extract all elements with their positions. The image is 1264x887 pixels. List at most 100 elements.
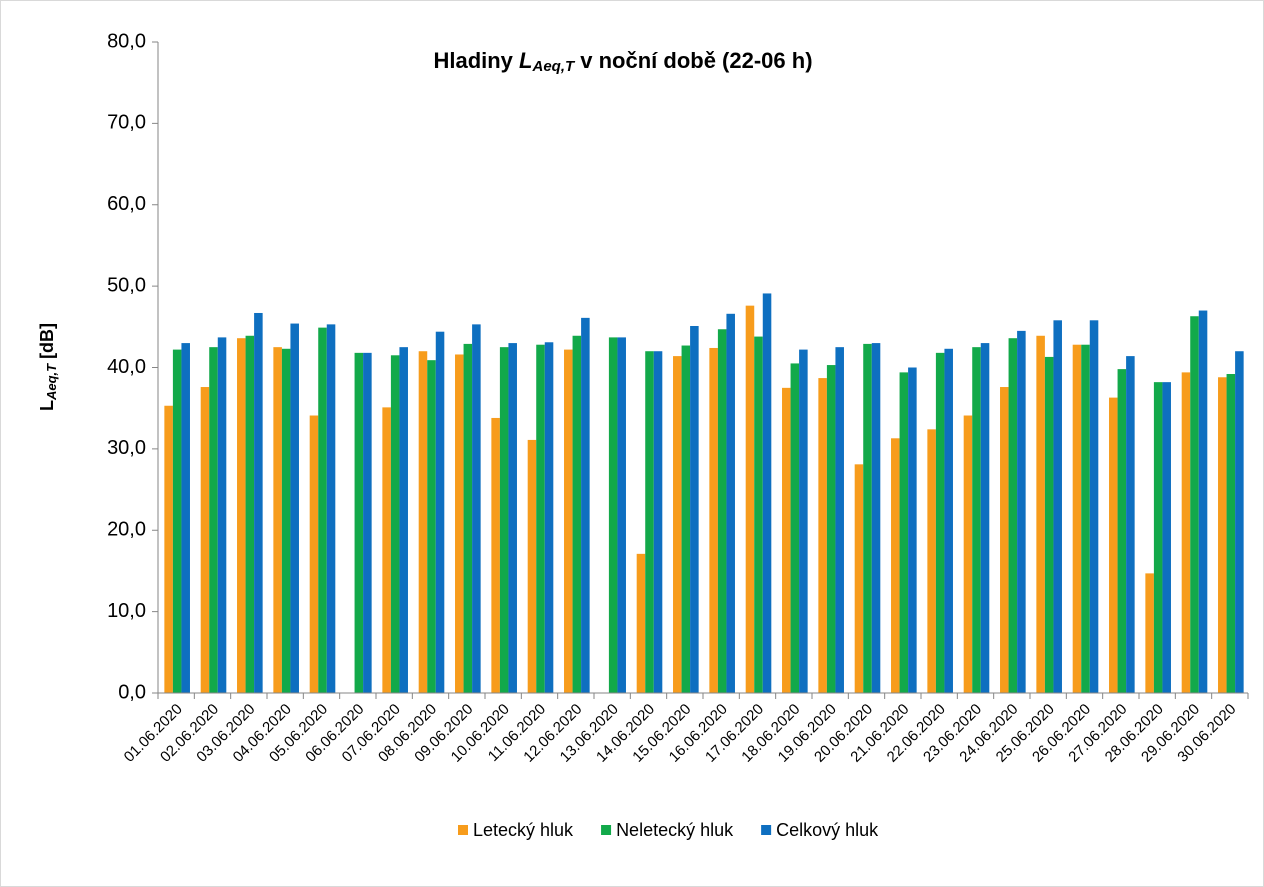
bar xyxy=(617,337,626,693)
legend-swatch xyxy=(761,825,772,835)
bar xyxy=(608,337,618,693)
bar xyxy=(290,323,299,693)
bar xyxy=(455,354,464,693)
bar xyxy=(790,363,800,693)
bar xyxy=(1089,320,1099,693)
bar xyxy=(745,305,755,693)
y-tick-label: 40,0 xyxy=(107,356,146,378)
bar xyxy=(972,347,981,693)
bar xyxy=(863,343,872,693)
bar xyxy=(782,387,791,693)
bar xyxy=(653,351,663,693)
bar xyxy=(427,360,436,693)
bar xyxy=(1008,338,1018,693)
y-tick-label: 80,0 xyxy=(107,30,146,52)
bar xyxy=(399,347,408,693)
bar xyxy=(581,317,590,693)
title-part: Aeq,T xyxy=(531,58,576,75)
bar xyxy=(217,337,227,693)
bar xyxy=(435,331,445,693)
bar xyxy=(1036,335,1045,693)
bar xyxy=(390,355,400,693)
legend-label: Neletecký hluk xyxy=(616,820,734,840)
legend-swatch xyxy=(601,825,612,835)
bar xyxy=(527,439,537,693)
bar xyxy=(645,351,654,693)
bar xyxy=(854,464,864,693)
bar xyxy=(799,349,808,693)
bar xyxy=(318,327,327,693)
bar xyxy=(1126,356,1135,693)
legend-label: Celkový hluk xyxy=(776,820,879,840)
bar xyxy=(963,415,973,693)
bar xyxy=(826,365,836,693)
legend-swatch xyxy=(458,825,468,835)
bar xyxy=(1072,344,1082,693)
chart-title: Hladiny LAeq,T v noční době (22-06 h) xyxy=(433,48,812,75)
bar xyxy=(1081,344,1090,693)
bar xyxy=(508,343,517,693)
bar xyxy=(491,417,500,693)
bar xyxy=(935,352,945,693)
bar xyxy=(1190,316,1199,693)
ylabel-part: [dB] xyxy=(37,323,57,364)
bar xyxy=(1017,330,1026,693)
bar xyxy=(309,415,319,693)
bar xyxy=(1117,369,1127,693)
y-tick-label: 0,0 xyxy=(118,681,146,703)
y-tick-label: 30,0 xyxy=(107,437,146,459)
bar xyxy=(1145,573,1154,693)
bar xyxy=(354,352,364,693)
bar xyxy=(209,347,218,693)
bar xyxy=(544,342,554,693)
bar xyxy=(762,293,772,693)
bar xyxy=(899,372,909,693)
y-tick-label: 70,0 xyxy=(107,112,146,134)
bar xyxy=(536,344,545,693)
bar xyxy=(1226,374,1236,693)
bar xyxy=(237,338,246,693)
bar xyxy=(181,343,190,693)
bar xyxy=(1235,351,1244,693)
bar xyxy=(572,335,582,693)
bar xyxy=(499,347,509,693)
y-tick-label: 10,0 xyxy=(107,600,146,622)
bar xyxy=(281,348,291,693)
bar xyxy=(326,324,336,693)
bar xyxy=(254,312,263,693)
bar xyxy=(726,313,735,693)
bar xyxy=(754,336,763,693)
bar xyxy=(927,429,936,693)
bar xyxy=(164,405,173,693)
bar xyxy=(1181,372,1191,693)
title-part: L xyxy=(519,48,532,73)
bar xyxy=(1000,387,1009,693)
y-tick-label: 60,0 xyxy=(107,193,146,215)
bar xyxy=(1053,320,1062,693)
bar xyxy=(980,343,990,693)
title-part: v noční době (22-06 h) xyxy=(574,48,812,73)
bar xyxy=(1198,310,1208,693)
bar xyxy=(891,438,900,693)
y-tick-label: 20,0 xyxy=(107,519,146,541)
bar xyxy=(1218,377,1227,693)
bar xyxy=(245,335,255,693)
bar xyxy=(472,324,481,693)
bar xyxy=(944,348,953,693)
bar xyxy=(1109,397,1118,693)
bar xyxy=(709,347,718,693)
bar xyxy=(681,345,691,693)
bar xyxy=(908,367,917,693)
bar xyxy=(1153,382,1163,693)
bar xyxy=(273,347,282,693)
bar xyxy=(363,352,372,693)
bar xyxy=(818,378,827,693)
bar xyxy=(1162,382,1171,693)
title-part: Hladiny xyxy=(433,48,519,73)
bar xyxy=(463,343,473,693)
bar xyxy=(690,325,699,693)
y-axis-label: LAeq,T [dB] xyxy=(37,323,60,411)
ylabel-part: Aeq,T xyxy=(44,363,59,401)
bar xyxy=(835,347,844,693)
